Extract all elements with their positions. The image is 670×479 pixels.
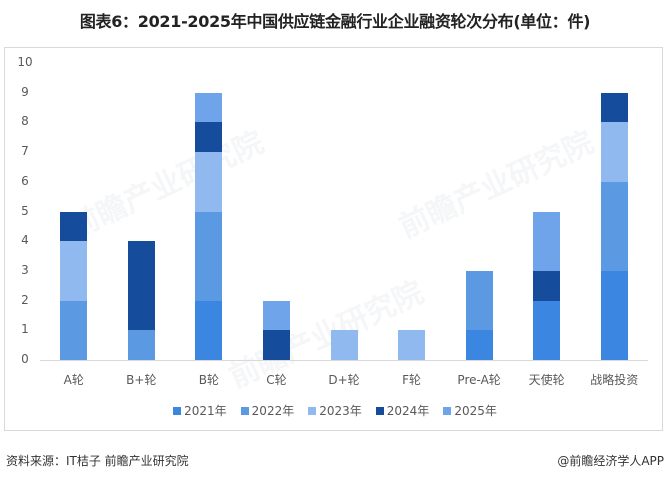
x-tick-label: C轮	[266, 373, 287, 387]
y-tick-label: 4	[21, 233, 29, 248]
bar-segment	[195, 92, 223, 123]
bar-segment	[262, 330, 290, 360]
legend-label: 2023年	[319, 404, 362, 418]
legend-swatch-icon	[173, 406, 182, 415]
plot-area	[40, 63, 648, 360]
y-tick-label: 7	[21, 144, 29, 159]
source-note: 资料来源：IT桔子 前瞻产业研究院	[6, 454, 189, 468]
y-tick-label: 8	[21, 114, 29, 129]
chart-frame	[4, 47, 663, 431]
bar-segment	[533, 211, 561, 271]
bar-stack	[195, 92, 223, 360]
bar-segment	[60, 211, 88, 242]
legend-swatch-icon	[443, 406, 452, 415]
bar-segment	[60, 300, 88, 360]
bar-segment	[330, 330, 358, 360]
bar-segment	[465, 330, 493, 360]
bar-segment	[195, 211, 223, 301]
x-tick-label: 战略投资	[590, 373, 639, 387]
bar-stack	[465, 270, 493, 360]
x-tick-label: Pre-A轮	[457, 373, 501, 387]
bar-segment	[600, 122, 628, 182]
y-tick-label: 6	[21, 173, 29, 188]
bar-segment	[398, 330, 426, 360]
bar-segment	[262, 300, 290, 331]
x-axis-line	[40, 360, 648, 361]
x-tick-label: B轮	[198, 373, 219, 387]
x-tick-label: D+轮	[328, 373, 360, 387]
x-tick-label: F轮	[402, 373, 421, 387]
legend-label: 2021年	[184, 404, 227, 418]
bar-stack	[398, 330, 426, 360]
y-tick-label: 2	[21, 292, 29, 307]
y-tick-label: 1	[21, 322, 29, 337]
legend-item: 2024年	[375, 402, 430, 419]
legend-swatch-icon	[375, 406, 384, 415]
legend-item: 2025年	[443, 402, 497, 419]
legend-swatch-icon	[240, 406, 249, 415]
y-tick-label: 5	[21, 203, 29, 218]
legend-swatch-icon	[308, 406, 317, 415]
bar-segment	[600, 270, 628, 360]
y-tick-label: 3	[21, 262, 29, 277]
bar-segment	[195, 122, 223, 153]
bar-segment	[533, 300, 561, 360]
y-tick-label: 0	[21, 352, 29, 366]
bar-stack	[127, 241, 155, 360]
x-tick-label: A轮	[63, 373, 84, 387]
y-tick-label: 9	[21, 84, 29, 99]
chart-title: 图表6：2021-2025年中国供应链金融行业企业融资轮次分布(单位：件)	[79, 12, 591, 31]
bar-segment	[127, 330, 155, 360]
legend-label: 2025年	[454, 404, 497, 418]
bar-segment	[195, 152, 223, 212]
bar-stack	[533, 211, 561, 360]
x-tick-label: 天使轮	[528, 373, 565, 387]
legend: 2021年 2022年 2023年 2024年 2025年	[0, 402, 670, 419]
bar-segment	[127, 241, 155, 331]
legend-item: 2023年	[308, 402, 362, 419]
bar-segment	[195, 300, 223, 360]
bar-segment	[465, 270, 493, 331]
x-tick-label: B+轮	[126, 373, 157, 387]
credit-note: @前瞻经济学人APP	[557, 454, 664, 468]
legend-label: 2024年	[386, 404, 430, 418]
bar-stack	[60, 211, 88, 360]
legend-item: 2021年	[173, 402, 227, 419]
y-tick-label: 10	[17, 55, 33, 69]
bar-segment	[60, 241, 88, 301]
bar-stack	[600, 92, 628, 360]
legend-label: 2022年	[251, 404, 295, 418]
bar-stack	[262, 300, 290, 360]
bar-segment	[600, 92, 628, 123]
legend-item: 2022年	[240, 402, 295, 419]
bar-stack	[330, 330, 358, 360]
bar-segment	[600, 181, 628, 271]
bar-segment	[533, 270, 561, 301]
